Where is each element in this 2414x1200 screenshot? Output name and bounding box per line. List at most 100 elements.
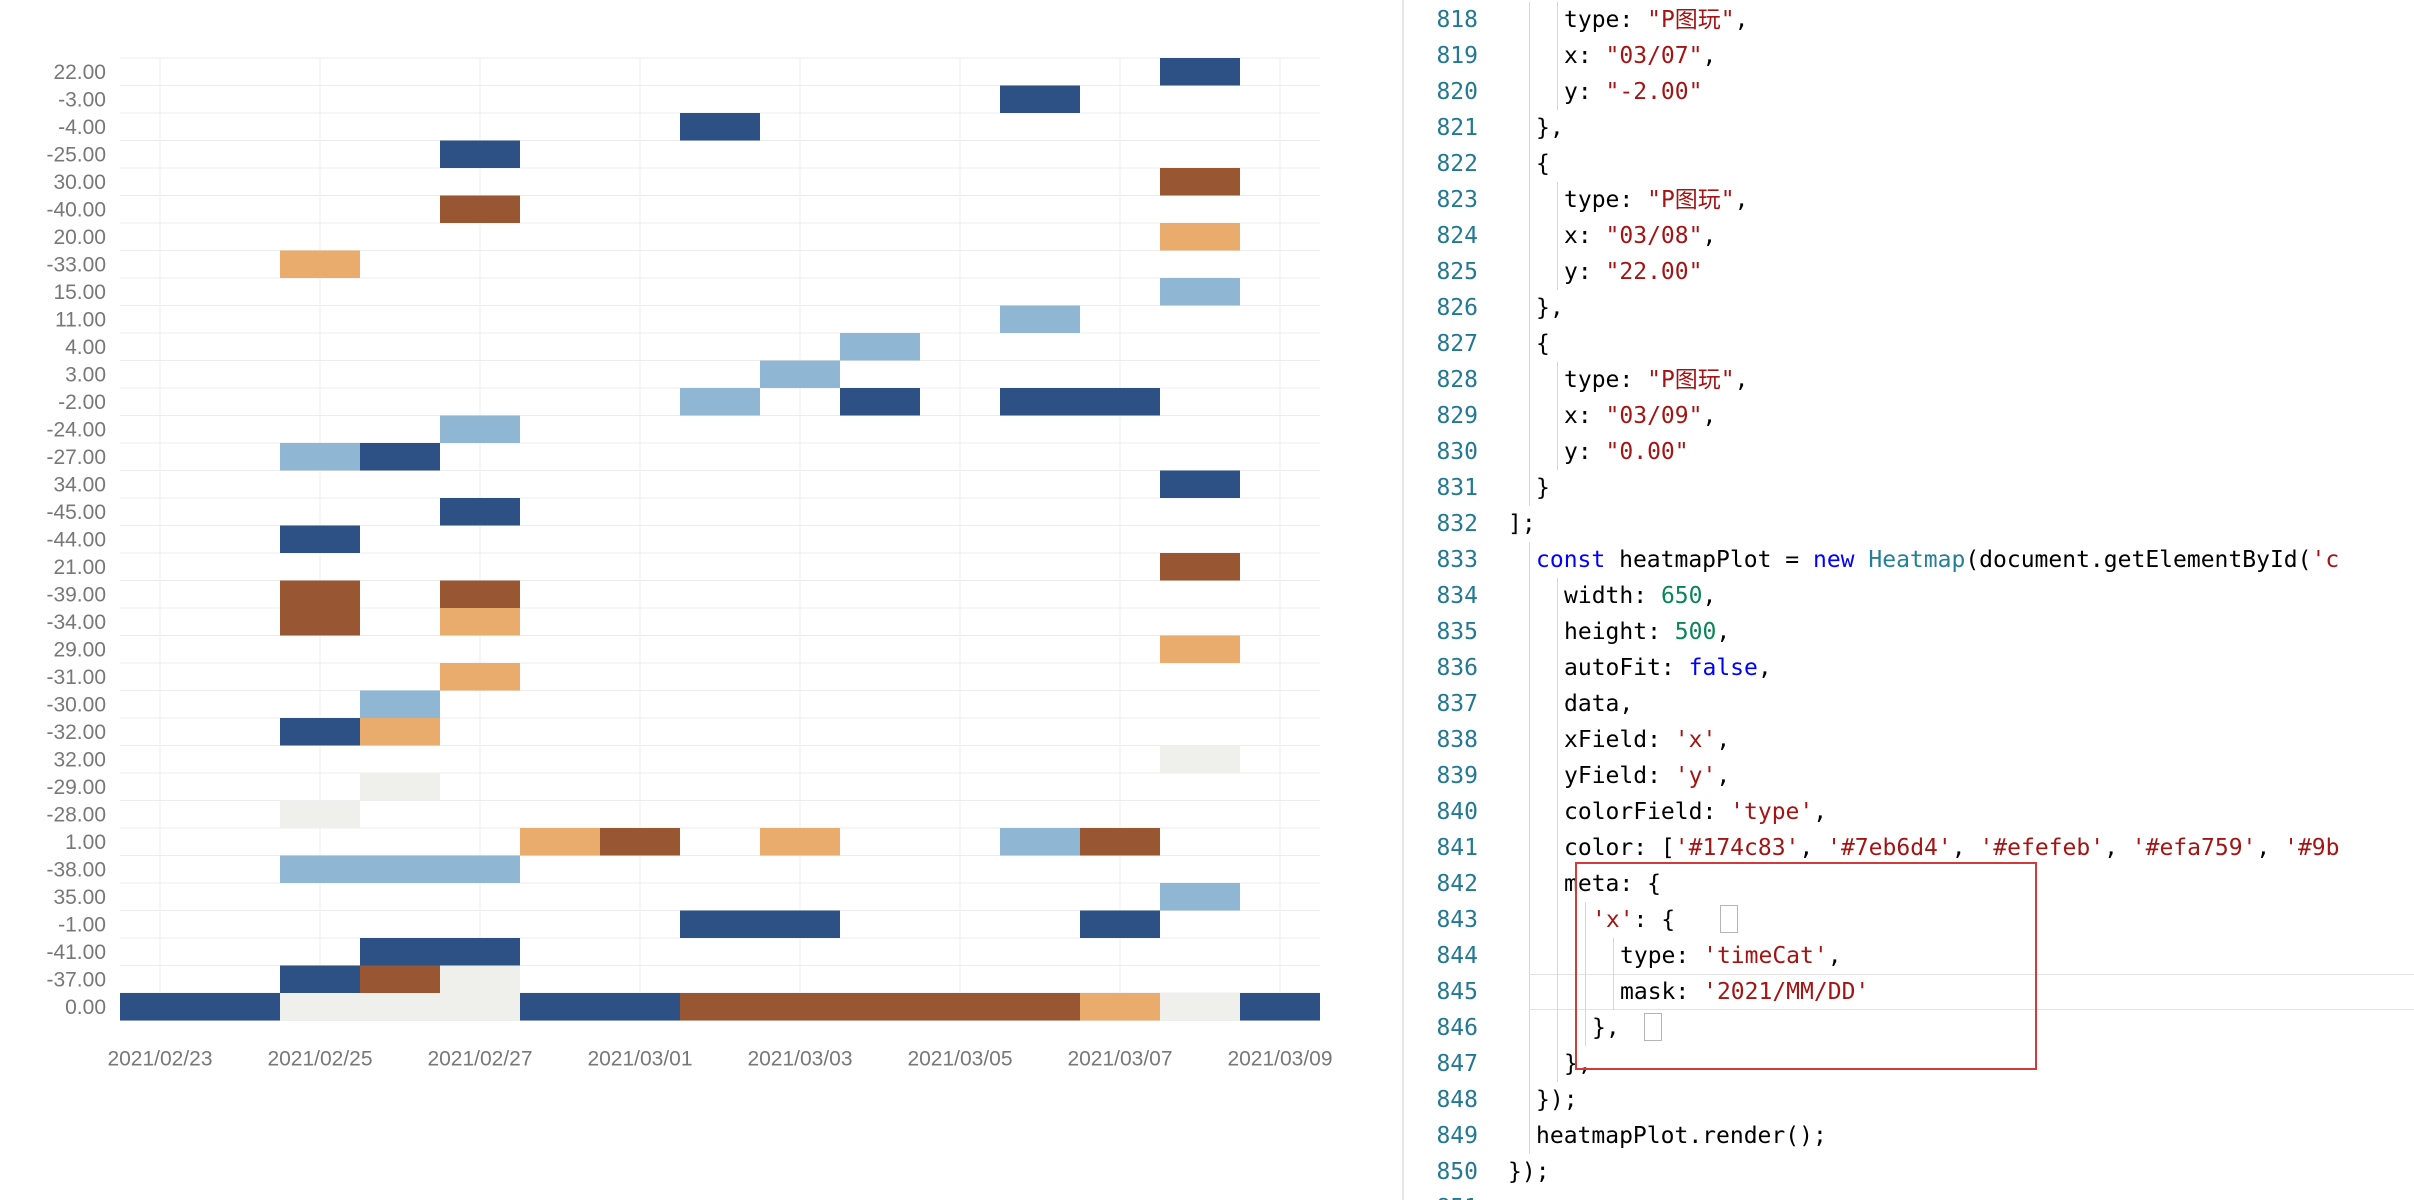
code-token: , (1734, 187, 1749, 213)
line-number: 819 (1436, 43, 1478, 69)
code-token: '#efa759' (2131, 835, 2257, 861)
indent-guide (1529, 830, 1530, 866)
code-line[interactable]: 836 autoFit: false, (1404, 650, 2414, 686)
code-line[interactable]: 851 (1404, 1190, 2414, 1200)
code-text: type: "P图玩", (1564, 182, 1749, 218)
code-token: 'c (2311, 547, 2340, 573)
code-line[interactable]: 826}, (1404, 290, 2414, 326)
y-tick-label: 0.00 (65, 996, 106, 1019)
heatmap-cell (840, 388, 920, 416)
heatmap-cell (1160, 278, 1240, 306)
indent-guide (1613, 938, 1614, 974)
indent-guide (1529, 326, 1530, 362)
code-line[interactable]: 831} (1404, 470, 2414, 506)
y-tick-label: -28.00 (46, 803, 106, 826)
code-token: "03/08" (1605, 223, 1703, 249)
code-line[interactable]: 832]; (1404, 506, 2414, 542)
code-line[interactable]: 837 data, (1404, 686, 2414, 722)
code-text: y: "0.00" (1564, 434, 1689, 470)
code-line[interactable]: 843 'x': { (1404, 902, 2414, 938)
y-tick-label: 35.00 (53, 886, 106, 909)
code-line[interactable]: 818 type: "P图玩", (1404, 2, 2414, 38)
code-line[interactable]: 835 height: 500, (1404, 614, 2414, 650)
code-line[interactable]: 819 x: "03/07", (1404, 38, 2414, 74)
indent-guide (1557, 1046, 1558, 1082)
code-line[interactable]: 841 color: ['#174c83', '#7eb6d4', '#efefe… (1404, 830, 2414, 866)
heatmap-cell (280, 718, 360, 746)
heatmap-cell (360, 993, 440, 1021)
code-token: x: (1564, 223, 1606, 249)
code-token: "-2.00" (1605, 79, 1703, 105)
code-token: "22.00" (1605, 259, 1703, 285)
code-line[interactable]: 822 { (1404, 146, 2414, 182)
code-line[interactable]: 848}); (1404, 1082, 2414, 1118)
code-token: }, (1592, 1015, 1620, 1041)
x-tick-label: 2021/02/27 (427, 1048, 532, 1071)
line-number: 833 (1436, 547, 1478, 573)
code-line[interactable]: 847}, (1404, 1046, 2414, 1082)
code-line[interactable]: 820 y: "-2.00" (1404, 74, 2414, 110)
x-tick-label: 2021/03/05 (907, 1048, 1012, 1071)
heatmap-cell (360, 965, 440, 993)
heatmap-cell (1160, 470, 1240, 498)
code-line[interactable]: 846}, (1404, 1010, 2414, 1046)
heatmap-cell (600, 828, 680, 856)
y-tick-label: -39.00 (46, 583, 106, 606)
heatmap-cell (760, 993, 840, 1021)
indent-guide (1529, 398, 1530, 434)
heatmap-cell (1000, 305, 1080, 333)
code-line[interactable]: 828 type: "P图玩", (1404, 362, 2414, 398)
code-line[interactable]: 834 width: 650, (1404, 578, 2414, 614)
code-line[interactable]: 839 yField: 'y', (1404, 758, 2414, 794)
code-token: y: (1564, 439, 1606, 465)
code-token: }); (1536, 1087, 1578, 1113)
indent-guide (1557, 938, 1558, 974)
code-token: , (1813, 799, 1828, 825)
y-tick-label: -2.00 (58, 391, 106, 414)
code-line[interactable]: 823 type: "P图玩", (1404, 182, 2414, 218)
indent-guide (1557, 650, 1558, 686)
code-text: }); (1536, 1082, 1578, 1118)
code-token: }, (1564, 1051, 1592, 1077)
code-line[interactable]: 845 mask: '2021/MM/DD' (1404, 974, 2414, 1010)
y-tick-label: -27.00 (46, 446, 106, 469)
heatmap-cell (520, 993, 600, 1021)
code-line[interactable]: 829 x: "03/09", (1404, 398, 2414, 434)
code-token: , (1716, 763, 1731, 789)
indent-guide (1529, 1046, 1530, 1082)
code-line[interactable]: 824 x: "03/08", (1404, 218, 2414, 254)
x-tick-label: 2021/03/09 (1227, 1048, 1332, 1071)
code-line[interactable]: 825 y: "22.00" (1404, 254, 2414, 290)
code-text: type: "P图玩", (1564, 2, 1749, 38)
code-line[interactable]: 844 type: 'timeCat', (1404, 938, 2414, 974)
x-tick-label: 2021/03/07 (1067, 1048, 1172, 1071)
heatmap-cell (440, 663, 520, 691)
code-token: , (1702, 223, 1717, 249)
code-line[interactable]: 827 { (1404, 326, 2414, 362)
heatmap-cell (1160, 223, 1240, 251)
code-token: 'y' (1674, 763, 1717, 789)
code-line[interactable]: 849 heatmapPlot.render(); (1404, 1118, 2414, 1154)
code-editor[interactable]: 818 type: "P图玩", 819 x: "03/07", 820 y: "-2.0… (1404, 0, 2414, 1200)
code-token: y: (1564, 79, 1606, 105)
indent-guide (1557, 38, 1558, 74)
y-axis-labels: 22.00 -3.00 -4.00 -25.00 30.00 -40.00 20.00 -33… (46, 61, 106, 1019)
heatmap-cell (120, 993, 200, 1021)
code-line[interactable]: 838 xField: 'x', (1404, 722, 2414, 758)
heatmap-cell (440, 608, 520, 636)
code-line[interactable]: 842 meta: { (1404, 866, 2414, 902)
heatmap-cells (120, 58, 1320, 1021)
code-line[interactable]: 840 colorField: 'type', (1404, 794, 2414, 830)
heatmap-cell (1160, 745, 1240, 773)
code-line[interactable]: 833 const heatmapPlot = new Heatmap(docum… (1404, 542, 2414, 578)
y-tick-label: -25.00 (46, 143, 106, 166)
indent-guide (1557, 974, 1558, 1010)
heatmap-cell (1080, 828, 1160, 856)
code-text: meta: { (1564, 866, 1661, 902)
code-line[interactable]: 850}); (1404, 1154, 2414, 1190)
code-line[interactable]: 821}, (1404, 110, 2414, 146)
indent-guide (1585, 938, 1586, 974)
code-line[interactable]: 830 y: "0.00" (1404, 434, 2414, 470)
panel-divider[interactable] (1402, 0, 1404, 1200)
heatmap-chart: 22.00 -3.00 -4.00 -25.00 30.00 -40.00 20.00 -33… (46, 57, 1333, 1071)
